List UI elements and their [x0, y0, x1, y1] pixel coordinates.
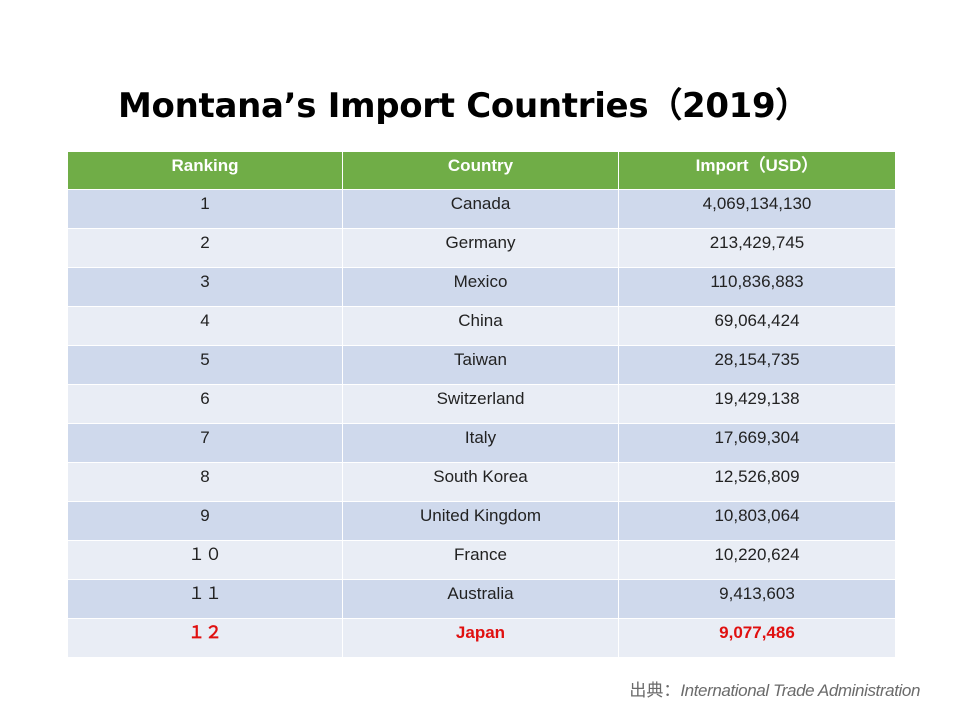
- table-row: 8 South Korea 12,526,809: [67, 462, 896, 502]
- import-cell: 110,836,883: [618, 267, 896, 307]
- table-row: 4 China 69,064,424: [67, 306, 896, 346]
- rank-cell: 2: [67, 228, 343, 268]
- rank-cell: 7: [67, 423, 343, 463]
- country-cell: Japan: [342, 618, 619, 658]
- import-cell: 10,803,064: [618, 501, 896, 541]
- table-row: １０ France 10,220,624: [67, 540, 896, 580]
- import-cell: 28,154,735: [618, 345, 896, 385]
- country-cell: China: [342, 306, 619, 346]
- country-cell: United Kingdom: [342, 501, 619, 541]
- country-cell: France: [342, 540, 619, 580]
- country-cell: South Korea: [342, 462, 619, 502]
- table-header-row: Ranking Country Import（USD）: [67, 151, 896, 190]
- import-cell: 12,526,809: [618, 462, 896, 502]
- country-cell: Taiwan: [342, 345, 619, 385]
- import-cell: 9,413,603: [618, 579, 896, 619]
- rank-cell: 9: [67, 501, 343, 541]
- country-cell: Italy: [342, 423, 619, 463]
- rank-cell: 1: [67, 189, 343, 229]
- header-ranking: Ranking: [67, 151, 343, 190]
- import-cell: 69,064,424: [618, 306, 896, 346]
- source-note: 出典：International Trade Administration: [629, 676, 920, 701]
- table-row: 1 Canada 4,069,134,130: [67, 189, 896, 229]
- rank-cell: １２: [67, 618, 343, 658]
- import-cell: 19,429,138: [618, 384, 896, 424]
- table-row: 9 United Kingdom 10,803,064: [67, 501, 896, 541]
- header-import: Import（USD）: [618, 151, 896, 190]
- rank-cell: 3: [67, 267, 343, 307]
- source-prefix: 出典：: [629, 681, 681, 700]
- import-cell: 213,429,745: [618, 228, 896, 268]
- table-row: 2 Germany 213,429,745: [67, 228, 896, 268]
- table-row: １１ Australia 9,413,603: [67, 579, 896, 619]
- country-cell: Canada: [342, 189, 619, 229]
- rank-cell: １１: [67, 579, 343, 619]
- country-cell: Mexico: [342, 267, 619, 307]
- table-row: 5 Taiwan 28,154,735: [67, 345, 896, 385]
- import-cell: 4,069,134,130: [618, 189, 896, 229]
- table-row: 7 Italy 17,669,304: [67, 423, 896, 463]
- rank-cell: 5: [67, 345, 343, 385]
- table-row-highlighted: １２ Japan 9,077,486: [67, 618, 896, 658]
- table-row: 6 Switzerland 19,429,138: [67, 384, 896, 424]
- table-row: 3 Mexico 110,836,883: [67, 267, 896, 307]
- country-cell: Germany: [342, 228, 619, 268]
- rank-cell: 8: [67, 462, 343, 502]
- slide-title: Montana’s Import Countries（2019）: [118, 86, 810, 126]
- rank-cell: 4: [67, 306, 343, 346]
- country-cell: Switzerland: [342, 384, 619, 424]
- rank-cell: １０: [67, 540, 343, 580]
- import-cell: 10,220,624: [618, 540, 896, 580]
- country-cell: Australia: [342, 579, 619, 619]
- rank-cell: 6: [67, 384, 343, 424]
- header-country: Country: [342, 151, 619, 190]
- source-name: International Trade Administration: [680, 681, 920, 700]
- import-cell: 17,669,304: [618, 423, 896, 463]
- import-table: Ranking Country Import（USD） 1 Canada 4,0…: [67, 151, 896, 658]
- import-cell: 9,077,486: [618, 618, 896, 658]
